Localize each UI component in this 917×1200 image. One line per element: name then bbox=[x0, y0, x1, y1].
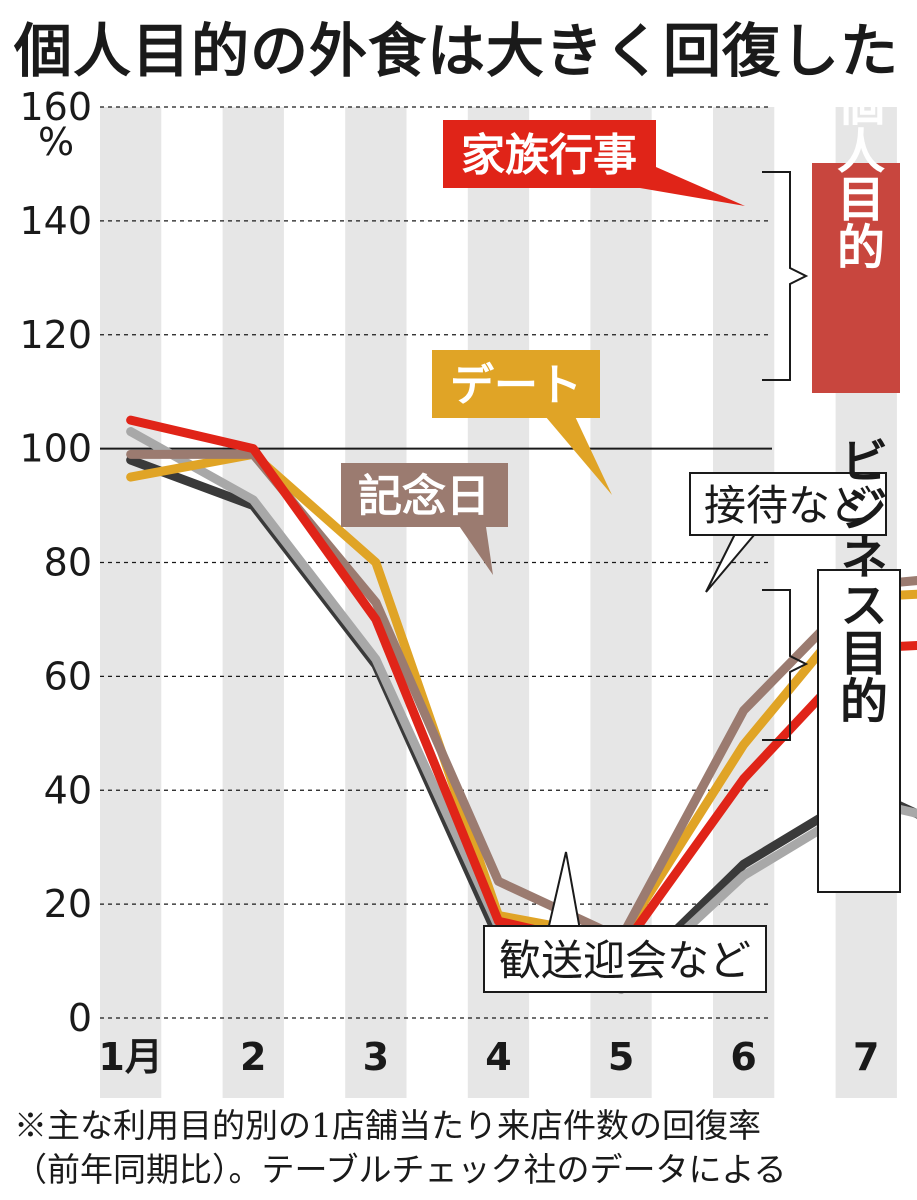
group-business-text: ビジネス目的 bbox=[831, 436, 887, 724]
label-farewell-party: 歓送迎会など bbox=[483, 925, 767, 993]
y-tick-label: 100 bbox=[19, 427, 92, 471]
y-tick-label: 80 bbox=[44, 541, 92, 585]
y-tick-label: 20 bbox=[44, 882, 92, 926]
series-line bbox=[126, 415, 917, 955]
leader-family-event bbox=[640, 160, 745, 206]
leader-entertainment bbox=[705, 527, 761, 593]
leader-date bbox=[540, 410, 612, 495]
series-line bbox=[126, 449, 917, 943]
y-tick-label: 160 bbox=[19, 85, 92, 129]
label-farewell-party-text: 歓送迎会など bbox=[499, 936, 751, 985]
bracket-personal bbox=[762, 171, 809, 381]
callout-leaders bbox=[455, 160, 761, 931]
label-entertainment: 接待など bbox=[689, 472, 887, 536]
footnote-line-1: ※主な利用目的別の1店舗当たり来店件数の回復率 bbox=[14, 1106, 761, 1145]
series-lines bbox=[126, 415, 917, 995]
column-band bbox=[222, 107, 284, 1098]
label-anniversary: 記念日 bbox=[341, 463, 508, 527]
label-date-text: デート bbox=[450, 360, 582, 411]
series-line bbox=[126, 449, 917, 943]
x-tick-label: 6 bbox=[730, 1035, 756, 1079]
y-axis: 0 20 40 60 80 100 120 140 160 bbox=[19, 85, 92, 1040]
x-tick-label: 7 bbox=[853, 1035, 879, 1079]
page-title: 個人目的の外食は大きく回復した bbox=[14, 17, 900, 85]
footnote-line-2: （前年同期比）。テーブルチェック社のデータによる bbox=[14, 1150, 787, 1189]
label-family-event: 家族行事 bbox=[443, 120, 656, 188]
y-tick-label: 60 bbox=[44, 654, 92, 698]
y-tick-label: 140 bbox=[19, 199, 92, 243]
y-tick-label: 120 bbox=[19, 313, 92, 357]
leader-farewell-party bbox=[547, 851, 581, 931]
group-personal: 個人目的 bbox=[812, 78, 900, 393]
series-line bbox=[126, 427, 917, 995]
label-entertainment-text: 接待など bbox=[704, 481, 872, 530]
footnote: ※主な利用目的別の1店舗当たり来店件数の回復率 （前年同期比）。テーブルチェック… bbox=[14, 1104, 914, 1192]
label-date: デート bbox=[432, 350, 600, 418]
y-axis-unit: % bbox=[38, 120, 74, 164]
leader-anniversary bbox=[455, 520, 493, 575]
column-band bbox=[100, 107, 162, 1098]
x-axis: 1月234567891011 bbox=[98, 1035, 879, 1079]
label-anniversary-text: 記念日 bbox=[358, 471, 490, 522]
x-tick-label: 3 bbox=[363, 1035, 389, 1079]
x-tick-label: 2 bbox=[240, 1035, 266, 1079]
y-tick-label: 40 bbox=[44, 768, 92, 812]
x-tick-label: 4 bbox=[485, 1035, 511, 1079]
y-tick-label: 0 bbox=[68, 996, 92, 1040]
bracket-business bbox=[762, 589, 809, 741]
group-business: ビジネス目的 bbox=[817, 436, 901, 893]
x-tick-label: 5 bbox=[608, 1035, 634, 1079]
x-tick-label: 1月 bbox=[98, 1035, 162, 1079]
label-family-event-text: 家族行事 bbox=[461, 130, 637, 181]
group-personal-text: 個人目的 bbox=[828, 78, 886, 270]
